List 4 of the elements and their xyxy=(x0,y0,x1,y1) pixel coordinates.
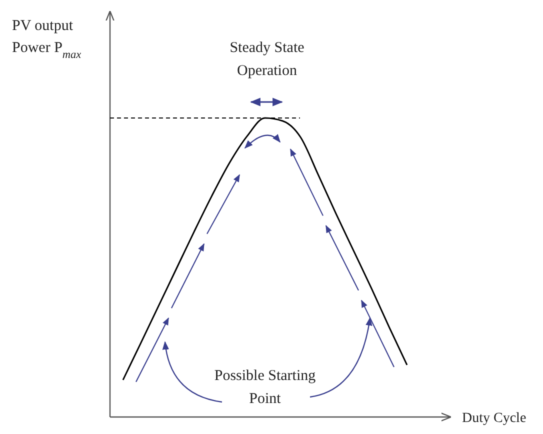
text: Steady State Operation xyxy=(230,40,305,79)
y-axis-title: PV output Power P$_{max}$ xyxy=(12,18,82,61)
x-axis-title: Duty Cycle xyxy=(462,411,526,426)
annotation: Possible Starting Point xyxy=(214,368,316,407)
